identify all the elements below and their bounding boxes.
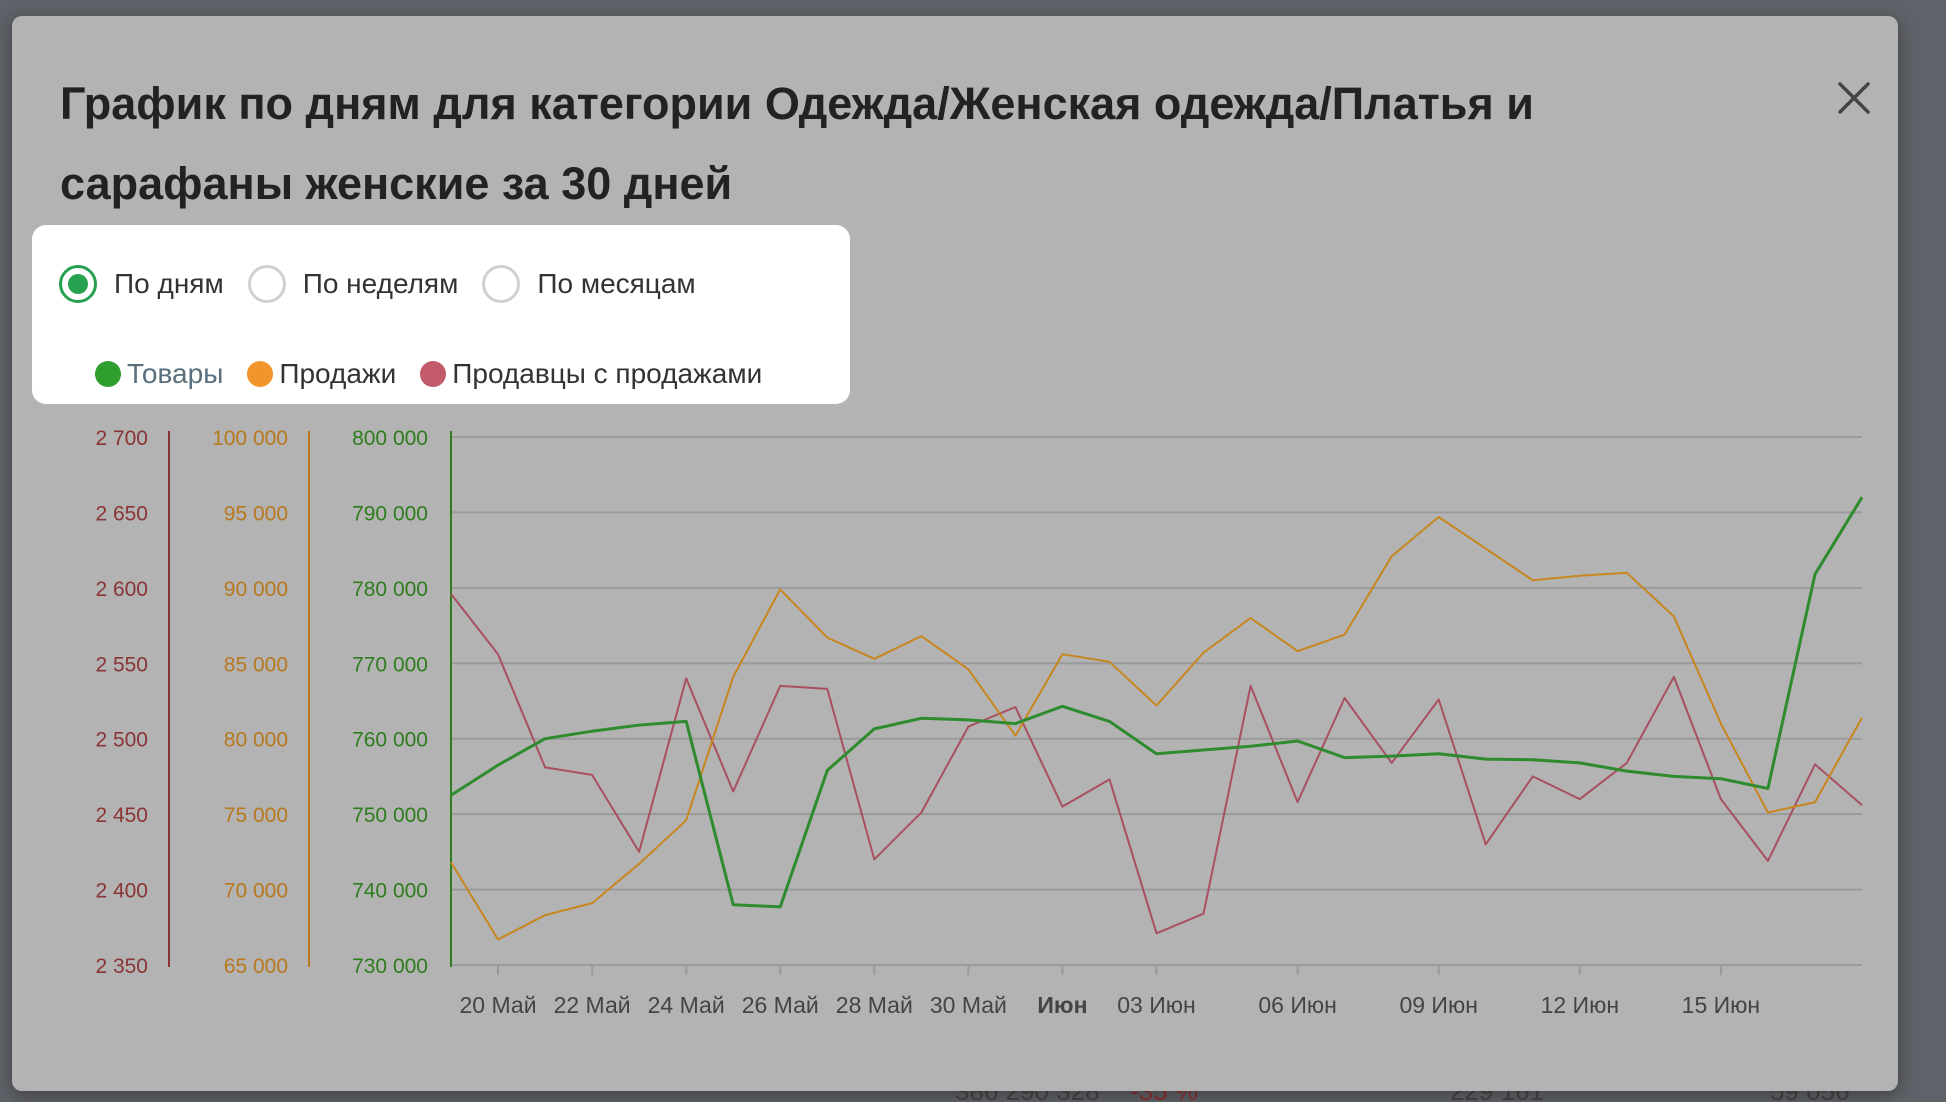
y-tick-label: 2 550 [95, 653, 148, 676]
legend-item-sales[interactable]: Продажи [247, 358, 396, 390]
radio-by-months[interactable]: По месяцам [482, 265, 696, 303]
chart-controls: По дням По неделям По месяцам Товары Про… [32, 225, 850, 404]
x-tick-label: Июн [1037, 992, 1087, 1018]
radio-label: По дням [114, 268, 224, 299]
x-tick-label: 12 Июн [1541, 992, 1619, 1018]
series-line [450, 516, 1863, 941]
x-tick-label: 03 Июн [1117, 992, 1195, 1018]
series-line [450, 593, 1863, 935]
radio-by-weeks[interactable]: По неделям [247, 265, 459, 303]
legend-item-sellers[interactable]: Продавцы с продажами [420, 358, 762, 390]
y-tick-label: 85 000 [224, 653, 288, 676]
legend-label: Продавцы с продажами [452, 358, 763, 389]
x-tick-label: 15 Июн [1682, 992, 1760, 1018]
radio-unchecked-icon[interactable] [247, 265, 286, 303]
legend-dot-icon [95, 361, 121, 387]
radio-label: По месяцам [537, 268, 696, 299]
legend-item-goods[interactable]: Товары [95, 358, 223, 390]
x-tick-label: 09 Июн [1399, 992, 1477, 1018]
y-tick-label: 790 000 [352, 502, 428, 525]
y-tick-label: 2 400 [95, 880, 148, 903]
x-tick-label: 06 Июн [1258, 992, 1336, 1018]
legend-label: Продажи [279, 358, 397, 389]
radio-by-days[interactable]: По дням [59, 265, 224, 303]
close-icon [1838, 82, 1870, 114]
y-tick-label: 2 600 [95, 578, 148, 601]
y-tick-label: 2 700 [95, 427, 148, 450]
legend-dot-icon [420, 361, 447, 387]
x-tick-label: 28 Май [836, 992, 913, 1018]
x-tick-label: 24 Май [648, 992, 725, 1018]
y-tick-label: 90 000 [224, 578, 288, 601]
y-tick-label: 2 350 [95, 955, 148, 978]
y-tick-label: 70 000 [224, 880, 288, 903]
chart-dialog: График по дням для категории Одежда/Женс… [12, 16, 1898, 1091]
series-line [450, 496, 1864, 909]
x-tick-label: 22 Май [554, 992, 631, 1018]
legend-label: Товары [127, 358, 224, 389]
close-button[interactable] [1824, 68, 1884, 128]
chart-area: 2 700 2 650 2 600 2 550 2 500 2 450 2 400 2 350… [12, 16, 1898, 1091]
x-tick-label: 30 Май [930, 992, 1007, 1018]
y-tick-label: 65 000 [224, 955, 288, 978]
y-tick-label: 100 000 [212, 427, 288, 450]
x-tick-label: 26 Май [742, 992, 819, 1018]
radio-unchecked-icon[interactable] [482, 265, 521, 303]
y-tick-label: 2 500 [95, 729, 148, 752]
y-tick-label: 770 000 [352, 653, 428, 676]
period-selector: По дням По неделям По месяцам [59, 265, 720, 303]
y-tick-label: 740 000 [352, 880, 428, 903]
y-tick-label: 75 000 [224, 804, 288, 827]
y-tick-label: 80 000 [224, 729, 288, 752]
radio-label: По неделям [302, 268, 459, 299]
y-tick-label: 760 000 [352, 729, 428, 752]
y-tick-label: 730 000 [352, 955, 428, 978]
y-tick-label: 95 000 [224, 502, 288, 525]
y-tick-label: 750 000 [352, 804, 428, 827]
y-tick-label: 800 000 [352, 427, 428, 450]
legend-dot-icon [247, 361, 274, 387]
y-tick-label: 2 650 [95, 502, 148, 525]
chart-legend: Товары Продажи Продавцы с продажами [95, 358, 786, 390]
line-chart: 2 700 2 650 2 600 2 550 2 500 2 450 2 400 2 350… [95, 427, 1864, 1018]
y-tick-label: 2 450 [95, 804, 148, 827]
x-tick-label: 20 Май [460, 992, 537, 1018]
dialog-title: График по дням для категории Одежда/Женс… [60, 78, 1534, 209]
radio-checked-icon[interactable] [59, 265, 97, 303]
y-tick-label: 780 000 [352, 578, 428, 601]
